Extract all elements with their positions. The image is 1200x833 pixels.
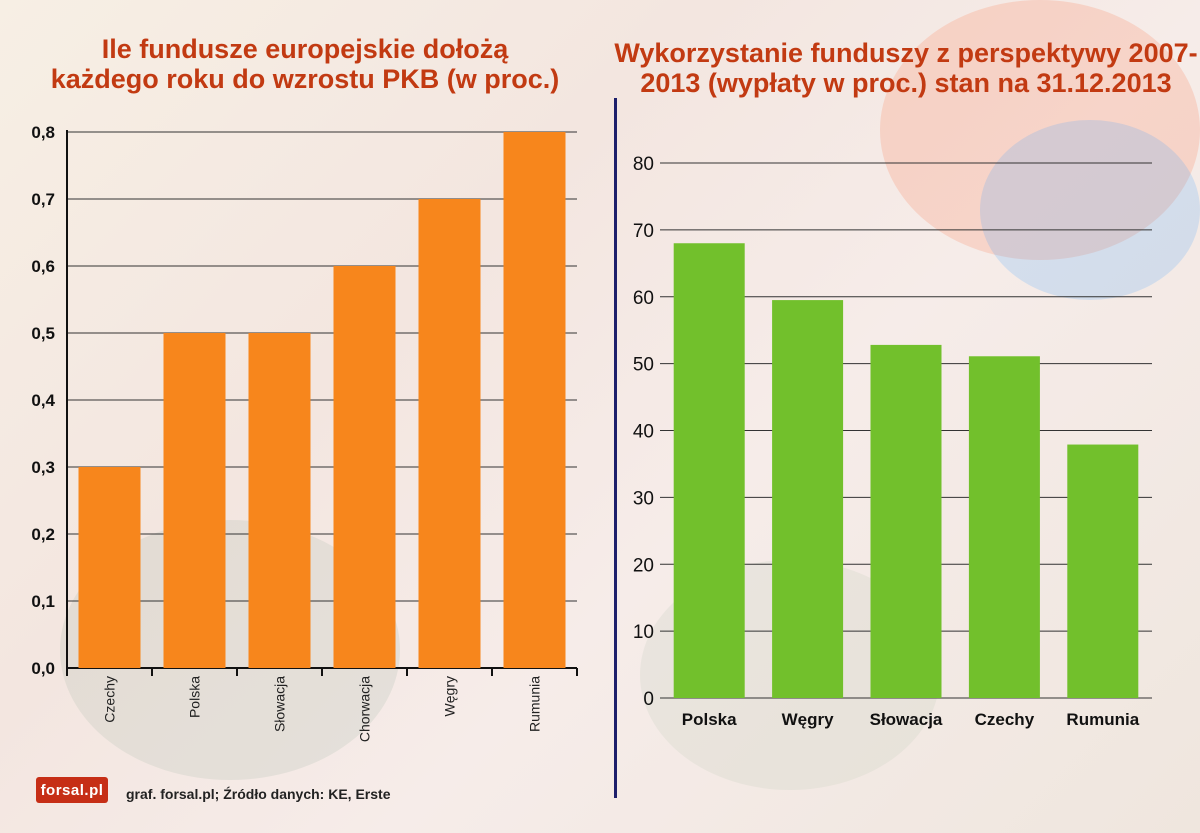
right-category-label: Rumunia [1066, 710, 1139, 729]
left-ytick-label: 0,2 [31, 525, 55, 544]
right-category-label: Czechy [975, 710, 1035, 729]
right-ytick-label: 60 [633, 288, 654, 309]
left-chart-title: Ile fundusze europejskie dołożą każdego … [50, 34, 560, 94]
left-category-label: Czechy [102, 676, 118, 723]
right-bar [1067, 444, 1139, 698]
right-ytick-label: 50 [633, 355, 654, 376]
right-bar [673, 243, 745, 698]
left-category-label: Węgry [442, 676, 458, 716]
left-ytick-label: 0,4 [31, 391, 55, 410]
right-ytick-label: 20 [633, 555, 654, 576]
right-ytick-label: 70 [633, 221, 654, 242]
left-bar [248, 333, 311, 668]
right-bar [968, 356, 1040, 698]
right-ytick-label: 40 [633, 422, 654, 443]
left-ytick-label: 0,8 [31, 123, 55, 142]
left-bar [333, 266, 396, 668]
left-ytick-label: 0,6 [31, 257, 55, 276]
chart-divider [614, 98, 617, 798]
source-credit: graf. forsal.pl; Źródło danych: KE, Erst… [126, 786, 391, 802]
left-category-label: Słowacja [272, 676, 288, 732]
right-ytick-label: 30 [633, 488, 654, 509]
right-ytick-label: 10 [633, 622, 654, 643]
forsal-logo: forsal.pl [36, 777, 108, 803]
left-ytick-label: 0,5 [31, 324, 55, 343]
left-ytick-label: 0,7 [31, 190, 55, 209]
left-category-label: Rumunia [527, 676, 543, 732]
right-chart-title: Wykorzystanie funduszy z perspektywy 200… [614, 38, 1198, 98]
left-category-label: Polska [187, 676, 203, 718]
right-bar [772, 300, 844, 698]
right-ytick-label: 0 [643, 689, 654, 710]
left-ytick-label: 0,1 [31, 592, 55, 611]
left-ytick-label: 0,0 [31, 659, 55, 678]
right-category-label: Polska [682, 710, 737, 729]
right-ytick-label: 80 [633, 154, 654, 175]
right-bar [870, 344, 942, 698]
right-category-label: Słowacja [870, 710, 943, 729]
left-bar [163, 333, 226, 668]
left-bar [503, 132, 566, 668]
left-ytick-label: 0,3 [31, 458, 55, 477]
right-category-label: Węgry [782, 710, 835, 729]
left-category-label: Chorwacja [357, 676, 373, 742]
left-bar [418, 199, 481, 668]
left-bar [78, 467, 141, 668]
